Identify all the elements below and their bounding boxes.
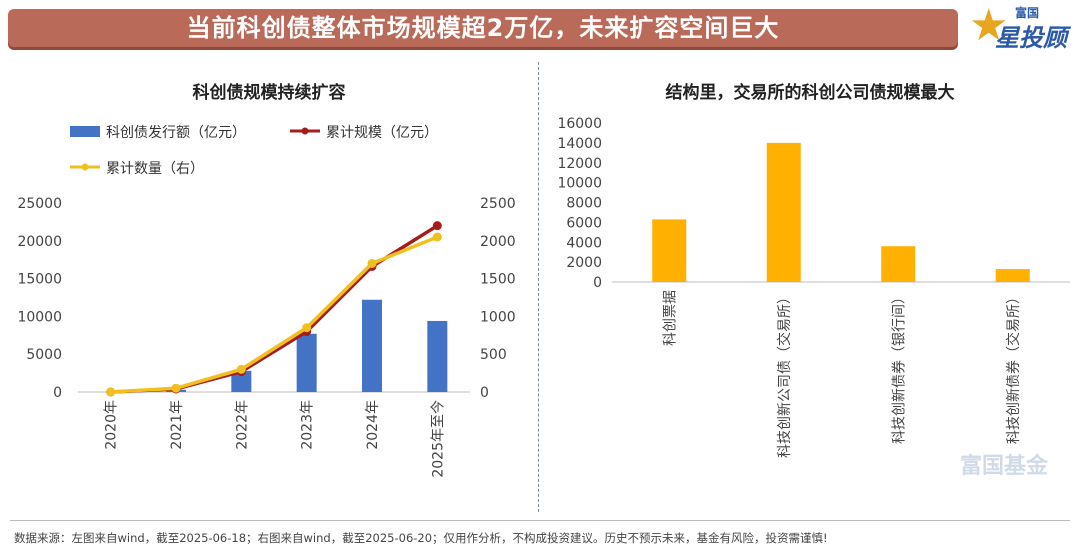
series-point bbox=[367, 258, 377, 268]
bar bbox=[881, 246, 916, 282]
legend-label: 科创债发行额（亿元） bbox=[106, 125, 246, 141]
series-point bbox=[302, 323, 312, 333]
y-tick-label: 5000 bbox=[26, 347, 62, 363]
footer-divider bbox=[10, 520, 1070, 521]
panel-divider bbox=[538, 62, 539, 512]
bar bbox=[995, 269, 1030, 282]
y2-tick-label: 0 bbox=[480, 385, 489, 401]
right-chart-title: 结构里，交易所的科创公司债规模最大 bbox=[665, 83, 955, 103]
y-tick-label: 15000 bbox=[17, 272, 62, 288]
y-tick-label: 10000 bbox=[17, 309, 62, 325]
bar bbox=[296, 333, 317, 392]
x-tick-label: 科技创新债券（银行间） bbox=[891, 290, 907, 444]
legend-marker bbox=[81, 163, 89, 171]
legend-label: 累计数量（右） bbox=[106, 161, 204, 177]
legend-swatch-bar bbox=[70, 126, 100, 137]
left-chart: 科创债发行额（亿元） 累计规模（亿元）累计数量（右）050001000015000… bbox=[17, 125, 516, 478]
x-tick-label: 2021年 bbox=[169, 400, 185, 450]
logo-small-text: 富国 bbox=[1015, 6, 1040, 20]
watermark: 富国基金 bbox=[960, 454, 1049, 479]
footer-note: 数据来源：左图来自wind，截至2025-06-18；右图来自wind，截至20… bbox=[14, 531, 828, 545]
series-point bbox=[171, 383, 181, 393]
x-tick-label: 2023年 bbox=[300, 400, 316, 450]
y-tick-label: 12000 bbox=[557, 156, 602, 172]
y-tick-label: 6000 bbox=[566, 215, 602, 231]
y-tick-label: 2000 bbox=[566, 255, 602, 271]
y-tick-label: 10000 bbox=[557, 176, 602, 192]
y-tick-label: 0 bbox=[593, 275, 602, 291]
series-line bbox=[110, 235, 438, 394]
y-tick-label: 14000 bbox=[557, 136, 602, 152]
right-chart: 0 2000 4000 6000 8000 10000 12000 14000 16000 科创票… bbox=[557, 116, 1070, 458]
left-chart-title: 科创债规模持续扩容 bbox=[192, 83, 346, 103]
y2-tick-label: 2000 bbox=[480, 234, 516, 250]
bar bbox=[427, 320, 448, 392]
series-point bbox=[432, 232, 442, 242]
x-tick-label: 科技创新债券（交易所） bbox=[1005, 290, 1022, 444]
logo-big-text: 星投顾 bbox=[995, 24, 1067, 52]
y-tick-label: 20000 bbox=[17, 234, 62, 250]
y2-tick-label: 1000 bbox=[480, 309, 516, 325]
x-tick-label: 2022年 bbox=[234, 400, 250, 450]
x-tick-label: 2024年 bbox=[365, 400, 381, 450]
y2-tick-label: 2500 bbox=[480, 196, 516, 212]
star-icon: ★ bbox=[969, 0, 1009, 51]
legend-label: 累计规模（亿元） bbox=[326, 125, 438, 141]
y2-tick-label: 1500 bbox=[480, 272, 516, 288]
y2-tick-label: 500 bbox=[480, 347, 507, 363]
brand-logo: ★ 富国 星投顾 bbox=[965, 0, 1075, 53]
y-tick-label: 4000 bbox=[566, 235, 602, 251]
x-tick-label: 2025年至今 bbox=[430, 400, 446, 478]
bar bbox=[231, 370, 252, 392]
series-point bbox=[432, 221, 442, 231]
x-tick-label: 科技创新公司债（交易所） bbox=[776, 290, 793, 458]
legend-marker bbox=[301, 127, 309, 135]
y-tick-label: 25000 bbox=[17, 196, 62, 212]
series-line bbox=[110, 224, 439, 394]
y-tick-label: 16000 bbox=[557, 116, 602, 132]
title-banner: 当前科创债整体市场规模超2万亿，未来扩容空间巨大 bbox=[8, 9, 958, 47]
bar bbox=[362, 299, 382, 392]
series-point bbox=[236, 364, 246, 374]
page-title: 当前科创债整体市场规模超2万亿，未来扩容空间巨大 bbox=[186, 14, 780, 42]
y-tick-label: 8000 bbox=[566, 196, 602, 212]
y-tick-label: 0 bbox=[53, 385, 62, 401]
x-tick-label: 2020年 bbox=[104, 400, 120, 450]
x-tick-label: 科创票据 bbox=[662, 290, 678, 346]
bar bbox=[652, 219, 687, 282]
series-point bbox=[106, 387, 116, 397]
bar bbox=[766, 142, 801, 282]
